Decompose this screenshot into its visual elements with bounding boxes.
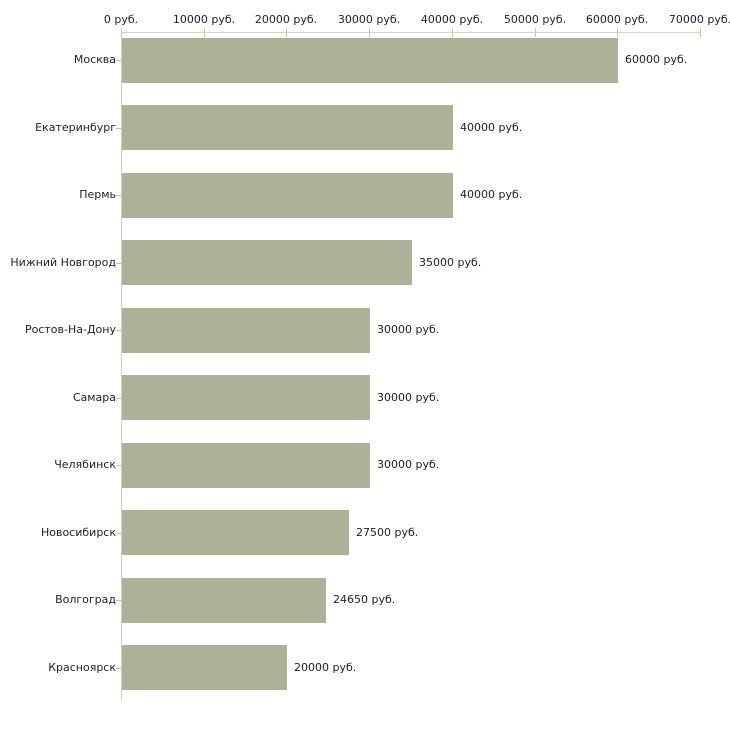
category-tick <box>116 668 121 669</box>
x-tick-label: 10000 руб. <box>172 13 236 26</box>
x-axis-tick <box>204 28 205 37</box>
category-label: Москва <box>73 53 116 66</box>
category-label: Самара <box>72 391 116 404</box>
value-label: 40000 руб. <box>460 188 523 201</box>
value-label: 30000 руб. <box>377 458 440 471</box>
category-label: Пермь <box>79 188 116 201</box>
category-tick <box>116 465 121 466</box>
category-tick <box>116 195 121 196</box>
x-tick-label: 50000 руб. <box>503 13 567 26</box>
category-label: Екатеринбург <box>35 121 116 134</box>
bar <box>122 442 370 488</box>
value-label: 27500 руб. <box>356 526 419 539</box>
category-label: Красноярск <box>48 661 116 674</box>
value-label: 40000 руб. <box>460 121 523 134</box>
bar <box>122 577 326 623</box>
value-label: 30000 руб. <box>377 323 440 336</box>
x-axis-tick <box>452 28 453 37</box>
category-tick <box>116 398 121 399</box>
category-tick <box>116 128 121 129</box>
category-tick <box>116 60 121 61</box>
bar <box>122 172 453 218</box>
category-label: Новосибирск <box>40 526 116 539</box>
bar <box>122 105 453 150</box>
x-tick-label: 30000 руб. <box>337 13 401 26</box>
value-label: 35000 руб. <box>419 256 482 269</box>
x-tick-label: 60000 руб. <box>585 13 649 26</box>
x-axis-tick <box>535 28 536 37</box>
x-axis-line <box>121 32 700 33</box>
category-tick <box>116 330 121 331</box>
category-label: Волгоград <box>55 593 116 606</box>
category-tick <box>116 263 121 264</box>
bar <box>122 240 412 285</box>
category-tick <box>116 533 121 534</box>
bar <box>122 375 370 420</box>
x-tick-label: 20000 руб. <box>254 13 318 26</box>
value-label: 60000 руб. <box>625 53 688 66</box>
category-label: Нижний Новгород <box>10 256 116 269</box>
x-axis-tick <box>121 28 122 37</box>
x-axis-tick <box>700 28 701 37</box>
bar <box>122 645 287 690</box>
bar <box>122 510 349 555</box>
x-tick-label: 0 руб. <box>103 13 139 26</box>
x-tick-label: 70000 руб. <box>668 13 730 26</box>
value-label: 20000 руб. <box>294 661 357 674</box>
x-tick-label: 40000 руб. <box>420 13 484 26</box>
y-axis-line <box>121 32 122 700</box>
value-label: 24650 руб. <box>333 593 396 606</box>
x-axis-tick <box>617 28 618 37</box>
category-tick <box>116 600 121 601</box>
x-axis-tick <box>286 28 287 37</box>
category-label: Челябинск <box>54 458 116 471</box>
x-axis-tick <box>369 28 370 37</box>
value-label: 30000 руб. <box>377 391 440 404</box>
category-label: Ростов-На-Дону <box>24 323 116 336</box>
bar <box>122 37 618 83</box>
bar <box>122 307 370 353</box>
